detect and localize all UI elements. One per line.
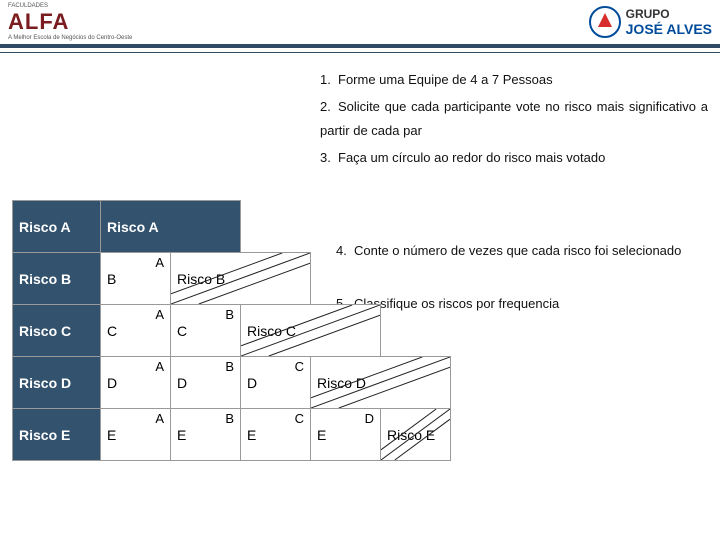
cell: BA	[101, 253, 171, 305]
table-row: Risco E EA EB EC ED Risco E	[13, 409, 451, 461]
instructions-list: 1.Forme uma Equipe de 4 a 7 Pessoas 2.So…	[320, 68, 708, 173]
row-header: Risco D	[13, 357, 101, 409]
col-header: Risco A	[101, 201, 241, 253]
cell: EA	[101, 409, 171, 461]
header: FACULDADES ALFA A Melhor Escola de Negóc…	[0, 0, 720, 48]
cell: DA	[101, 357, 171, 409]
table-row: Risco D DA DB DC Risco D	[13, 357, 451, 409]
risk-matrix: Risco A Risco A Risco B BA Risco B Risco…	[12, 200, 451, 461]
table-row: Risco A Risco A	[13, 201, 451, 253]
instruction-item: 1.Forme uma Equipe de 4 a 7 Pessoas	[320, 68, 708, 93]
diag-cell: Risco E	[381, 409, 451, 461]
logo-alfa: FACULDADES ALFA A Melhor Escola de Negóc…	[8, 3, 132, 41]
logo-right-top: GRUPO	[626, 7, 712, 21]
row-header: Risco E	[13, 409, 101, 461]
cell: DC	[241, 357, 311, 409]
logo-alfa-main: ALFA	[8, 9, 132, 35]
table-row: Risco C CA CB Risco C	[13, 305, 451, 357]
cell: EB	[171, 409, 241, 461]
logo-jose-alves: GRUPO JOSÉ ALVES	[588, 5, 712, 39]
diag-cell: Risco C	[241, 305, 381, 357]
row-header: Risco C	[13, 305, 101, 357]
diag-cell: Risco B	[171, 253, 311, 305]
cell: DB	[171, 357, 241, 409]
instruction-item: 2.Solicite que cada participante vote no…	[320, 95, 708, 144]
cell: ED	[311, 409, 381, 461]
cell: CA	[101, 305, 171, 357]
logo-jose-alves-icon	[588, 5, 622, 39]
instruction-item: 3.Faça um círculo ao redor do risco mais…	[320, 146, 708, 171]
row-header: Risco B	[13, 253, 101, 305]
cell: CB	[171, 305, 241, 357]
logo-right-main: JOSÉ ALVES	[626, 21, 712, 37]
logo-alfa-sub: A Melhor Escola de Negócios do Centro-Oe…	[8, 35, 132, 41]
cell: EC	[241, 409, 311, 461]
header-rule	[0, 52, 720, 53]
table-row: Risco B BA Risco B	[13, 253, 451, 305]
row-header: Risco A	[13, 201, 101, 253]
diag-cell: Risco D	[311, 357, 451, 409]
